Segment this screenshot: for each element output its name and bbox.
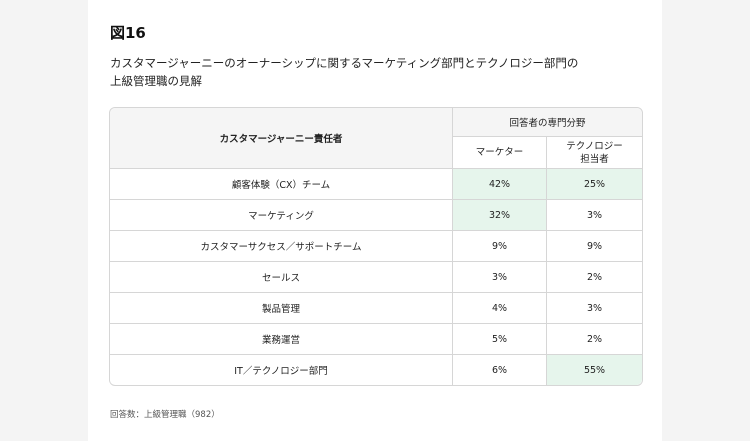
table-row: 製品管理 4% 3%	[110, 293, 643, 324]
cell-marketer: 4%	[453, 293, 547, 324]
cell-tech: 3%	[547, 293, 643, 324]
table-row: 業務運営 5% 2%	[110, 324, 643, 355]
subtitle-line-1: カスタマージャーニーのオーナーシップに関するマーケティング部門とテクノロジー部門…	[110, 56, 579, 70]
row-header: カスタマージャーニー責任者	[110, 108, 453, 169]
figure-card: 図16 カスタマージャーニーのオーナーシップに関するマーケティング部門とテクノロ…	[88, 0, 662, 441]
row-label: 顧客体験（CX）チーム	[110, 169, 453, 200]
figure-subtitle: カスタマージャーニーのオーナーシップに関するマーケティング部門とテクノロジー部門…	[110, 54, 630, 90]
col-header-tech: テクノロジー 担当者	[547, 137, 643, 169]
cell-marketer: 5%	[453, 324, 547, 355]
table-row: 顧客体験（CX）チーム 42% 25%	[110, 169, 643, 200]
row-label: カスタマーサクセス／サポートチーム	[110, 231, 453, 262]
subtitle-line-2: 上級管理職の見解	[110, 74, 202, 88]
table-row: マーケティング 32% 3%	[110, 200, 643, 231]
footnote: 回答数：上級管理職（982）	[110, 410, 220, 420]
row-label: セールス	[110, 262, 453, 293]
row-label: マーケティング	[110, 200, 453, 231]
cell-marketer: 9%	[453, 231, 547, 262]
cell-marketer: 42%	[453, 169, 547, 200]
results-table: カスタマージャーニー責任者 回答者の専門分野 マーケター テクノロジー 担当者 …	[109, 107, 644, 386]
row-label: 製品管理	[110, 293, 453, 324]
table-row: カスタマーサクセス／サポートチーム 9% 9%	[110, 231, 643, 262]
cell-tech: 2%	[547, 262, 643, 293]
group-header: 回答者の専門分野	[453, 108, 643, 137]
col-header-tech-line-1: テクノロジー	[566, 140, 623, 152]
cell-tech: 25%	[547, 169, 643, 200]
cell-tech: 3%	[547, 200, 643, 231]
cell-tech: 2%	[547, 324, 643, 355]
col-header-tech-line-2: 担当者	[580, 153, 609, 165]
table-row: セールス 3% 2%	[110, 262, 643, 293]
cell-marketer: 3%	[453, 262, 547, 293]
table-row: IT／テクノロジー部門 6% 55%	[110, 355, 643, 385]
cell-marketer: 32%	[453, 200, 547, 231]
cell-tech: 9%	[547, 231, 643, 262]
figure-title: 図16	[110, 24, 146, 42]
cell-marketer: 6%	[453, 355, 547, 385]
row-label: 業務運営	[110, 324, 453, 355]
row-label: IT／テクノロジー部門	[110, 355, 453, 385]
cell-tech: 55%	[547, 355, 643, 385]
col-header-marketer: マーケター	[453, 137, 547, 169]
